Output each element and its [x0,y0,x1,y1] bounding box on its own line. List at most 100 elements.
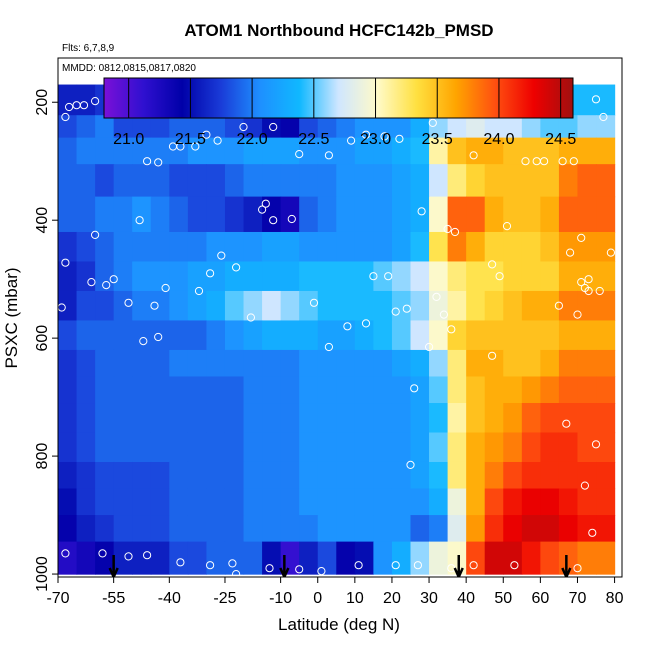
x-tick-label: -55 [102,590,125,607]
heatmap-cell [577,403,597,434]
observation-marker [502,222,512,231]
heatmap-cell [410,432,430,463]
heatmap-cell [95,376,115,404]
y-tick-label: 1000 [34,556,51,592]
heatmap-cell [113,515,133,543]
heatmap-cell [299,164,319,198]
heatmap-cell [224,432,245,463]
observation-marker [510,561,519,570]
heatmap-cell [447,376,467,404]
heatmap-cell [429,290,449,322]
observation-marker [176,142,185,151]
heatmap-cell [466,164,486,198]
observation-marker [324,342,333,352]
heatmap-cell [169,376,189,404]
heatmap-cell [354,349,374,378]
heatmap-cell [503,137,523,165]
heatmap-cell [466,488,486,516]
observation-marker [577,233,586,242]
heatmap-cell [354,432,374,463]
observation-marker [124,552,133,561]
heatmap-cell [262,164,282,198]
observation-marker [154,332,163,342]
flight-arrow [561,555,572,577]
x-tick-label: 70 [569,590,587,607]
heatmap-cell [280,261,300,292]
heatmap-cell [391,261,412,292]
heatmap-cell [391,541,412,575]
heatmap-cell [169,515,189,543]
heatmap-cell [150,515,170,543]
heatmap-cell [206,137,226,165]
heatmap-cell [540,488,560,516]
heatmap-cell [429,261,449,292]
observation-marker [261,199,270,208]
heatmap-cell [76,432,96,463]
heatmap-cell [391,320,412,351]
heatmap-cell [373,164,393,198]
observation-marker [61,549,70,558]
heatmap-cell [447,261,467,292]
heatmap-cell [262,461,282,490]
heatmap-cell [243,231,263,263]
heatmap-cell [150,137,170,165]
heatmap-cell [262,515,282,543]
heatmap-cell [521,320,541,351]
heatmap-cell [503,349,523,378]
heatmap-cell [76,261,96,292]
x-tick-label: -40 [158,590,181,607]
heatmap-cell [447,461,467,490]
observation-marker [269,216,278,225]
heatmap-cell [76,84,96,116]
heatmap-cell [466,515,486,543]
heatmap-cell [169,320,189,351]
heatmap-cell [58,432,78,463]
heatmap-cell [521,115,541,139]
heatmap-cell [373,461,393,490]
heatmap-cell [206,541,226,575]
heatmap-cell [224,376,245,404]
heatmap-cell [336,164,356,198]
observation-marker [176,558,185,567]
heatmap-cell [169,231,189,263]
heatmap-cell [410,115,430,139]
heatmap-cell [577,231,597,263]
heatmap-cell [224,320,245,351]
heatmap-cell [336,290,356,322]
heatmap-cell [206,432,226,463]
heatmap-cell [76,164,96,198]
heatmap-cell [596,164,616,198]
heatmap-cell [132,541,152,575]
heatmap-cell [577,290,597,322]
observation-marker [228,559,237,568]
heatmap-cell [76,320,96,351]
heatmap-cell [280,196,300,233]
heatmap-cell [95,403,115,434]
observation-marker [194,286,204,296]
heatmap-cell [280,320,300,351]
observation-marker [425,342,434,352]
observation-marker [417,207,426,216]
heatmap-cell [224,115,245,139]
heatmap-cell [150,432,170,463]
heatmap-cell [336,261,356,292]
heatmap-cell [447,488,467,516]
observation-marker [469,151,478,160]
heatmap-cell [447,164,467,198]
observation-marker [317,567,326,576]
heatmap-cell [540,320,560,351]
observation-marker [606,248,616,257]
heatmap-cell [447,320,467,351]
heatmap-cell [317,290,337,322]
y-tick-label: 600 [34,325,51,352]
y-tick-label: 200 [34,89,51,116]
heatmap-cell [558,461,579,490]
observation-marker [413,561,422,570]
heatmap-cell [484,541,504,575]
heatmap-cell [58,115,78,139]
heatmap-cell [391,231,412,263]
heatmap-cell [354,515,374,543]
heatmap-cell [224,488,245,516]
heatmap-cell [243,137,263,165]
heatmap-cell [280,115,300,139]
